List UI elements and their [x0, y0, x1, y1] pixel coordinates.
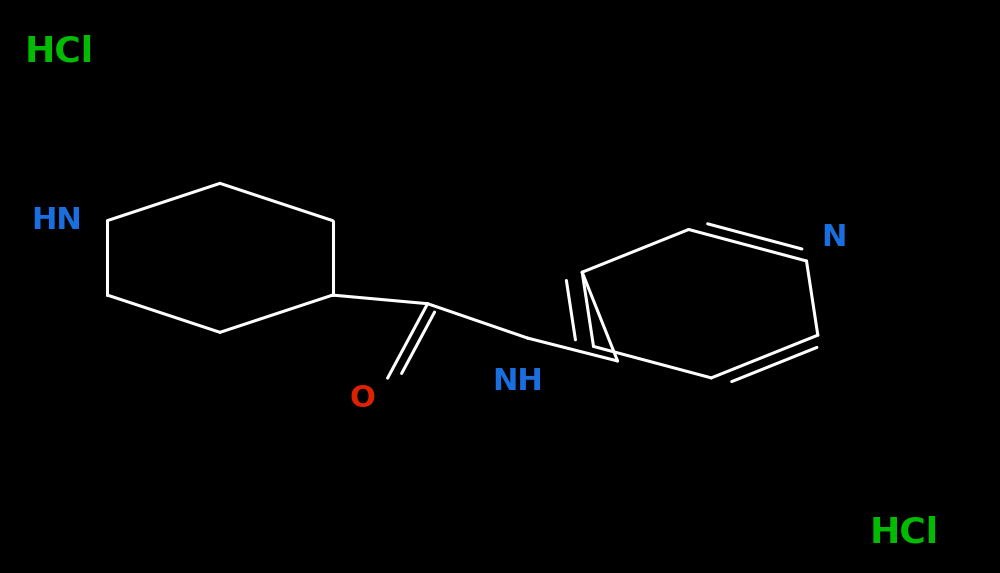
Text: HN: HN	[32, 206, 82, 235]
Text: HCl: HCl	[25, 34, 94, 69]
Text: NH: NH	[492, 367, 543, 396]
Text: N: N	[821, 223, 847, 252]
Text: HCl: HCl	[870, 516, 939, 550]
Text: O: O	[350, 384, 376, 413]
